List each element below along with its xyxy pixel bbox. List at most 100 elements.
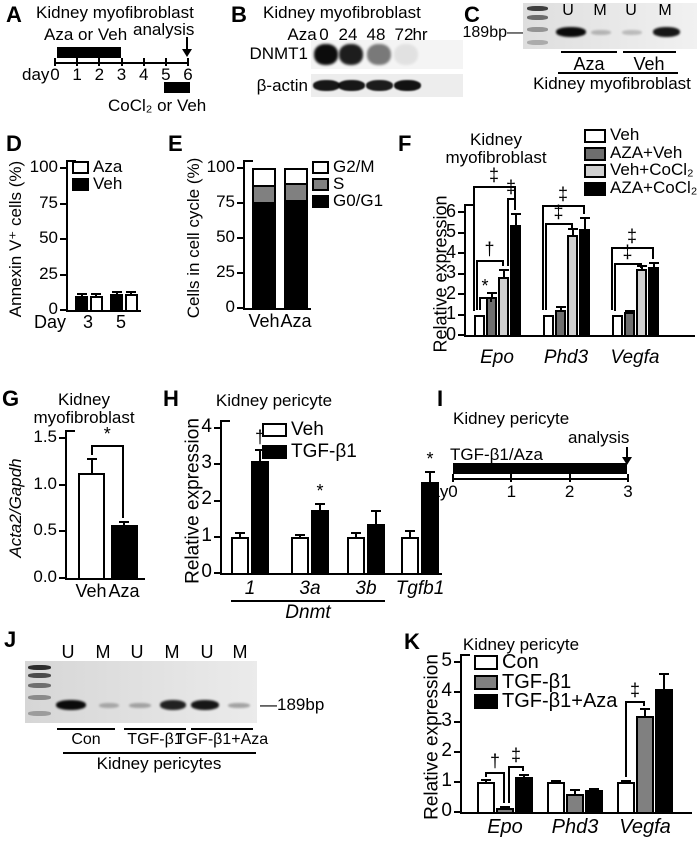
timeline-tick (510, 474, 513, 482)
lane-label: M (232, 642, 248, 662)
y-tick-label: 1.0 (33, 473, 57, 493)
legend-swatch (474, 655, 498, 670)
error-bar-cap (315, 503, 325, 506)
error-bar-cap (624, 310, 635, 313)
y-tick (214, 572, 220, 574)
legend-label: S (333, 174, 345, 193)
day-tick-label: 3 (116, 65, 127, 84)
chart-title: myofibroblast (445, 147, 547, 167)
x-category-label: 5 (115, 312, 127, 332)
legend-swatch (584, 164, 606, 178)
error-bar-cap (119, 521, 129, 523)
error-bar-line (559, 307, 562, 311)
sig-bracket-leg (478, 297, 481, 311)
sig-label: ‡ (622, 242, 633, 263)
y-tick (454, 781, 460, 783)
error-bar-cap (295, 533, 305, 536)
legend-swatch (584, 181, 606, 196)
timeline-tick (98, 58, 101, 66)
error-bar-cap (405, 530, 415, 533)
error-bar-line (319, 504, 321, 510)
bar (547, 782, 565, 814)
category-group-label: Dnmt (285, 602, 331, 623)
legend-swatch (474, 674, 498, 690)
y-tick (237, 202, 243, 204)
x-axis (66, 310, 141, 312)
sig-bracket (91, 445, 123, 448)
legend-swatch (584, 129, 606, 143)
error-bar-line (663, 674, 665, 689)
lane-label: U (61, 642, 75, 662)
y-tick (458, 293, 464, 295)
lane-label: M (164, 642, 180, 662)
timeline-tick (568, 474, 571, 482)
timeline-tick (187, 58, 190, 66)
error-bar-line (652, 263, 655, 268)
y-tick-label: 4 (441, 679, 452, 701)
y-tick (214, 499, 220, 502)
error-bar-cap (371, 510, 381, 513)
y-tick (214, 535, 220, 538)
y-tick-label: 25 (216, 262, 235, 282)
group-underline (191, 728, 253, 730)
day-tick-label: 2 (94, 65, 105, 84)
sig-bracket-leg (508, 765, 510, 803)
error-bar-cap (126, 290, 136, 293)
analysis-arrow-head (182, 49, 192, 57)
aza-header-label: Aza (287, 25, 317, 44)
y-tick-label: 6 (445, 200, 456, 221)
pcr-band (591, 30, 611, 35)
error-bar-line (574, 790, 576, 794)
legend-swatch (584, 146, 606, 161)
sig-bracket (476, 260, 503, 263)
day-tick-label: 2 (564, 482, 575, 501)
x-category-label: Aza (108, 581, 140, 601)
sig-bracket-leg (625, 701, 627, 778)
x-category-label: Epo (480, 347, 514, 368)
y-tick (237, 237, 243, 239)
panel-b-title: Kidney myofibroblast (263, 3, 421, 22)
sig-bracket-leg (544, 223, 547, 311)
error-bar-line (409, 531, 411, 537)
x-category-label: Veh (75, 581, 107, 601)
y-tick-label: 25 (39, 263, 58, 283)
bactin-band (393, 80, 421, 91)
y-tick-label: 3 (201, 452, 212, 474)
day-tick-label: 5 (161, 65, 171, 84)
bactin-band (312, 80, 340, 91)
sig-bracket-leg (122, 445, 124, 518)
day-tick-label: 3 (623, 482, 633, 501)
legend-swatch (72, 161, 89, 174)
lane-label: U (625, 2, 637, 19)
y-tick (59, 437, 65, 439)
y-tick-label: 100 (206, 157, 235, 177)
bar (78, 473, 105, 580)
gel-caption: Kidney pericytes (96, 754, 222, 773)
group-underline (623, 51, 676, 53)
y-axis-top-hook (462, 654, 470, 656)
timeline-tick (452, 474, 454, 482)
y-axis-label: Annexin V⁺ cells (%) (5, 160, 25, 318)
y-axis (65, 430, 67, 580)
sig-label: * (103, 424, 111, 445)
pcr-band (129, 703, 151, 708)
y-tick-label: 50 (39, 228, 58, 248)
error-bar-cap (636, 265, 647, 268)
y-axis-label: Cells in cell cycle (%) (183, 157, 203, 319)
bar (311, 509, 329, 575)
legend-label: AZA+Veh (610, 142, 683, 162)
y-tick-label: 1 (445, 303, 456, 324)
sig-mark: † (254, 426, 266, 447)
bar (291, 536, 309, 575)
timeline-axis (453, 478, 628, 480)
bar (231, 536, 249, 575)
sig-bracket-leg (90, 445, 93, 455)
error-bar-line (571, 229, 574, 235)
legend-swatch (262, 445, 287, 459)
y-tick-label: 3 (441, 709, 452, 731)
error-bar-line (502, 270, 505, 277)
group-underline (561, 51, 617, 53)
y-tick (454, 661, 460, 663)
y-tick (60, 273, 66, 276)
